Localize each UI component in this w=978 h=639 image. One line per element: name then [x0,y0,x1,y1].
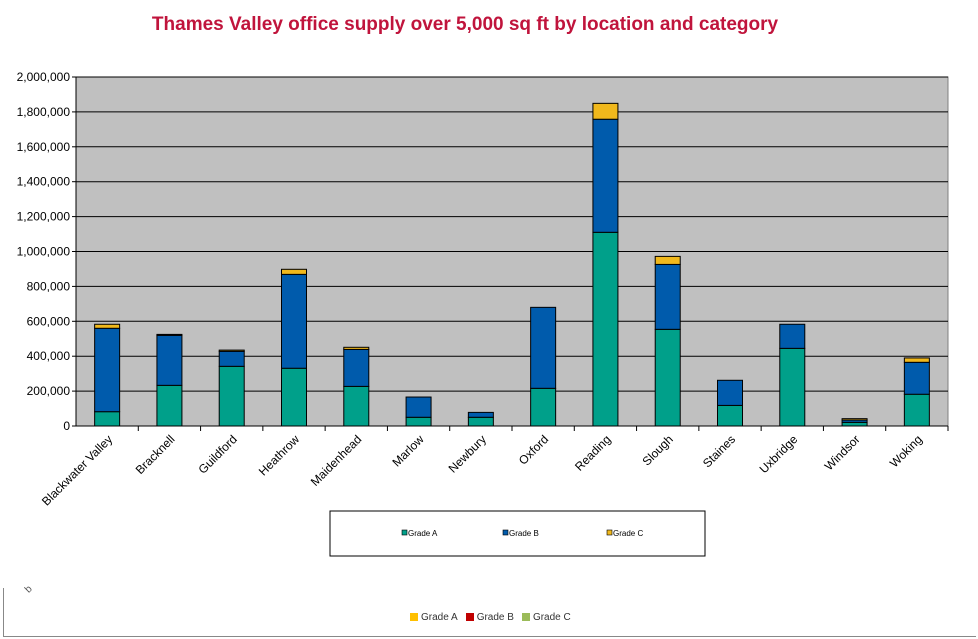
bar-segment [903,357,930,363]
bar-segment [94,323,121,329]
legend2-item: Grade C [521,612,571,623]
bar-segment [281,268,307,275]
legend-swatch [401,529,408,536]
x-tick-label: Slough [640,432,676,468]
bar-segment [717,379,743,406]
bar-segment [405,396,432,418]
y-tick-label: 2,000,000 [17,70,71,84]
y-tick-label: 0 [63,419,70,433]
legend-swatch [502,529,509,536]
bar-segment [717,404,743,427]
bar-segment [592,118,619,233]
bar-segment [779,323,806,349]
legend2-label: Grade C [532,612,571,623]
bar-segment [218,365,245,427]
bar-segment [654,263,681,330]
bar-segment [156,333,183,336]
chart-title: Thames Valley office supply over 5,000 s… [151,14,779,35]
bar-segment [654,255,681,265]
bar-segment [343,385,370,427]
bar-segment [156,384,183,427]
bar-segment [903,393,930,427]
x-tick-label: Reading [572,432,614,474]
bar-segment [779,347,806,427]
bar-segment [467,416,494,427]
bar-segment [94,411,121,427]
x-tick-label: Maidenhead [308,432,365,489]
bar-segment [903,361,930,395]
x-tick-label: Staines [700,432,738,470]
legend2-swatch [521,613,530,621]
x-tick-label: Marlow [389,432,426,469]
y-tick-label: 1,200,000 [17,210,71,224]
x-tick-label: Bracknell [133,432,178,477]
background-chart-frame [3,588,976,637]
bar-segment [218,349,245,352]
legend2-item: Grade A [410,612,458,623]
secondary-legend: Grade A Grade B Grade C [410,612,571,623]
bar-segment [94,327,121,413]
y-tick-label: 1,600,000 [17,140,71,154]
x-tick-label: Woking [887,432,925,470]
legend2-swatch [410,613,418,621]
x-tick-label: Windsor [822,432,863,473]
x-tick-label: Blackwater Valley [39,432,115,508]
bar-segment [405,416,432,427]
y-tick-label: 600,000 [27,314,71,328]
bar-segment [467,411,494,418]
bar-segment [281,273,307,369]
x-tick-label: Guildford [195,432,239,476]
bar-segment [841,421,868,427]
x-tick-label: Newbury [446,432,489,475]
bar-segment [530,306,557,389]
legend2-swatch [465,613,474,621]
y-tick-label: 400,000 [27,349,71,363]
legend2-label: Grade B [476,612,514,623]
y-tick-label: 800,000 [27,279,71,293]
x-tick-label: Oxford [516,432,551,467]
legend-label: Grade B [509,529,539,538]
bar-segment [530,387,557,427]
y-tick-label: 200,000 [27,384,71,398]
bar-segment [592,102,619,120]
bar-segment [218,350,245,367]
y-tick-label: 1,000,000 [17,245,71,259]
bar-segment [841,418,868,421]
bar-segment [343,346,370,350]
bar-segment [654,328,681,427]
bar-segment [156,334,183,386]
y-tick-label: 1,800,000 [17,105,71,119]
legend-label: Grade A [408,529,438,538]
legend-swatch [606,529,613,536]
legend2-label: Grade A [421,612,458,623]
legend-label: Grade C [613,529,643,538]
x-tick-label: Heathrow [256,432,302,478]
bar-segment [343,348,370,387]
legend2-item: Grade B [465,612,514,623]
x-tick-label: Uxbridge [757,432,801,476]
legend [329,510,706,557]
y-tick-label: 1,400,000 [17,175,71,189]
bar-segment [281,367,307,427]
bar-segment [592,231,619,427]
